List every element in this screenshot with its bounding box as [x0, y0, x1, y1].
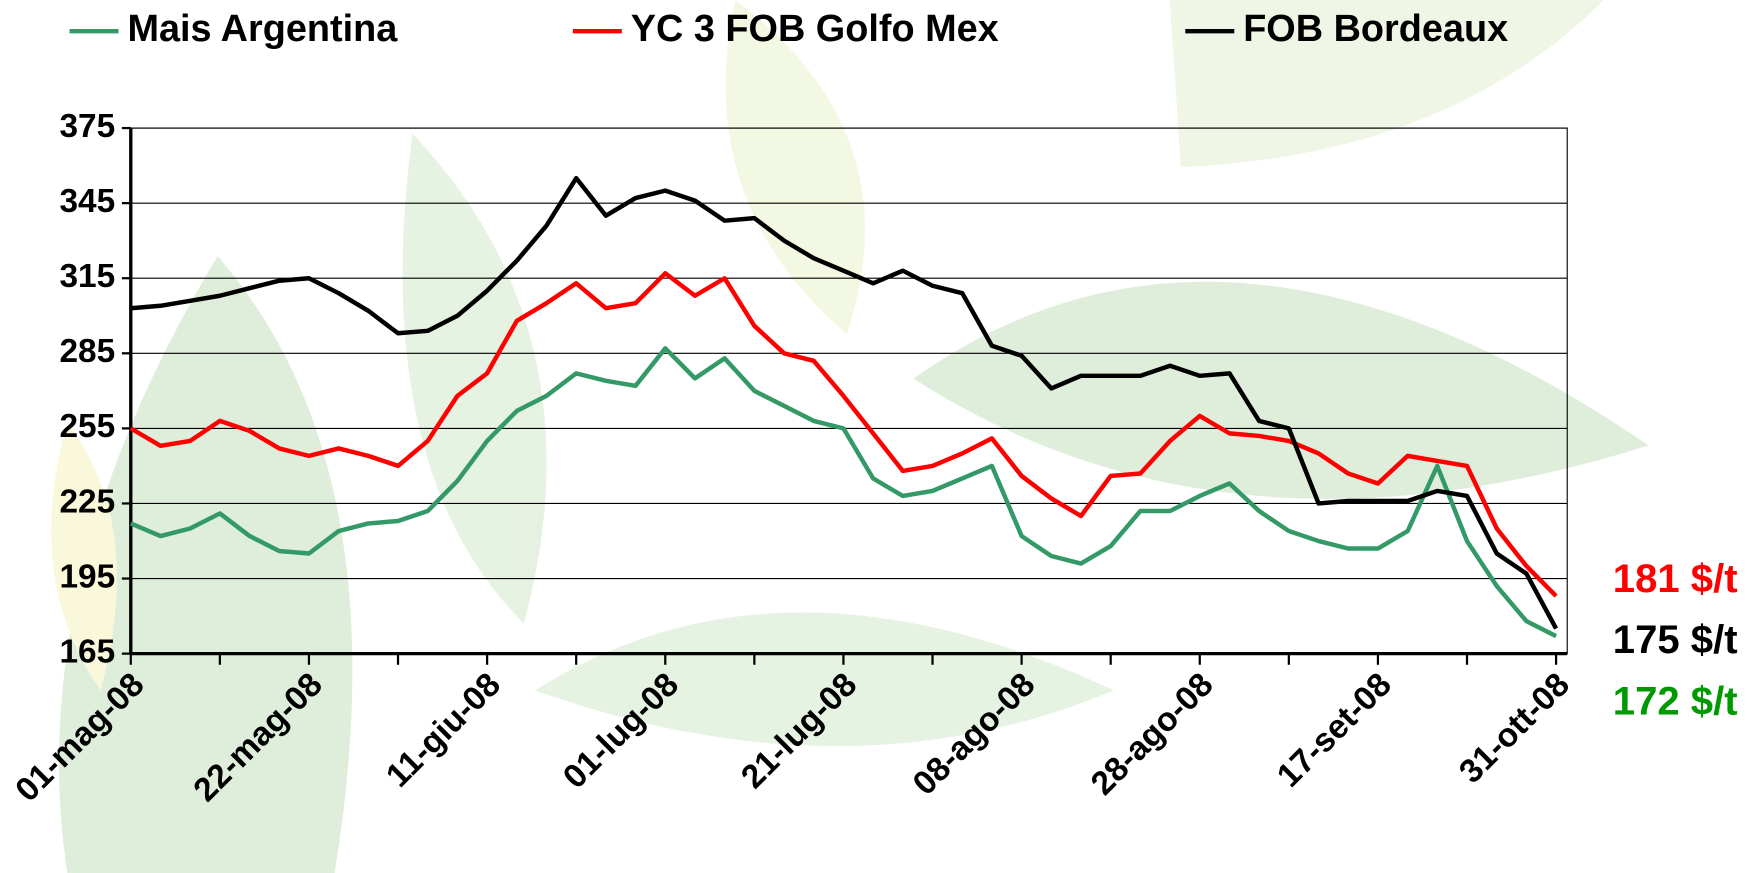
series-line — [129, 346, 1558, 639]
legend-label: Mais Argentina — [127, 8, 398, 50]
x-tick-label: 11-giu-08 — [379, 666, 508, 795]
end-label: 181 $/t — [1613, 557, 1738, 601]
x-tick-label: 17-set-08 — [1270, 666, 1399, 795]
x-tick-label: 31-ott-08 — [1452, 666, 1577, 791]
end-label: 175 $/t — [1613, 618, 1738, 662]
y-tick-label: 375 — [59, 108, 115, 145]
y-tick-label: 255 — [59, 408, 115, 445]
end-label: 172 $/t — [1613, 679, 1738, 723]
y-tick-label: 345 — [59, 183, 115, 220]
background-decoration — [51, 0, 1649, 873]
series-line — [130, 175, 1559, 630]
legend-label: YC 3 FOB Golfo Mex — [631, 8, 999, 50]
y-tick-label: 165 — [59, 633, 115, 670]
legend-label: FOB Bordeaux — [1243, 8, 1508, 50]
series-line — [129, 271, 1558, 598]
legend: Mais Argentina YC 3 FOB Golfo Mex FOB Bord… — [69, 8, 1508, 50]
y-tick-label: 225 — [59, 483, 115, 520]
y-tick-label: 195 — [59, 558, 115, 595]
y-tick-label: 315 — [59, 258, 115, 295]
y-tick-label: 285 — [59, 333, 115, 370]
